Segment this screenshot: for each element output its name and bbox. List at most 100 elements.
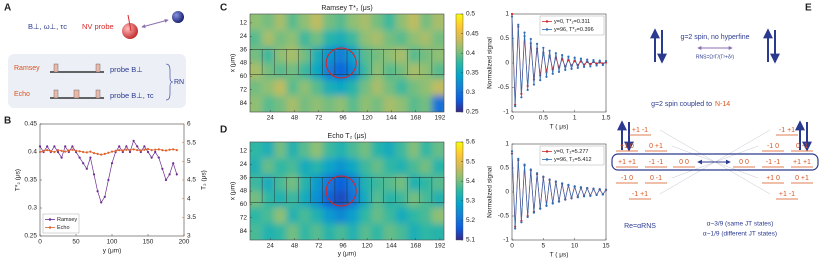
y2-tick-label: 3 (187, 233, 191, 240)
data-point (78, 150, 81, 153)
data-point (573, 185, 576, 188)
data-point (598, 59, 601, 62)
heat-cell (262, 223, 275, 240)
protocol-box (8, 54, 186, 108)
heat-cell (262, 79, 275, 97)
data-point (85, 151, 88, 154)
data-point (74, 149, 78, 152)
heat-cell (419, 46, 433, 64)
legend-box (539, 145, 605, 166)
heat-cell (250, 46, 263, 64)
y-tick-label: -0.5 (498, 213, 510, 220)
spin-sphere (172, 11, 184, 23)
heat-cell (359, 207, 372, 225)
data-point (595, 64, 598, 67)
x-tick-label: 1 (573, 115, 577, 122)
data-point (168, 173, 171, 176)
heat-cell (274, 30, 287, 48)
heat-cell (334, 46, 348, 64)
data-point (604, 59, 608, 63)
state-label: 0 0 (679, 159, 689, 166)
data-point (107, 178, 110, 182)
heat-cell (274, 223, 287, 240)
heat-cell (407, 79, 421, 97)
data-point (542, 46, 545, 49)
heat-cell (334, 95, 348, 112)
data-point (157, 148, 160, 151)
heat-cell (286, 30, 299, 48)
e-mid-title: g=2 spin coupled to (651, 101, 712, 108)
data-point (510, 150, 514, 153)
heat-cell (334, 30, 348, 48)
heat-cell (298, 191, 312, 208)
data-point (535, 42, 539, 45)
heat-cell (371, 174, 384, 192)
heat-cell (334, 79, 348, 97)
y-axis-label: Normalized signal (487, 37, 494, 89)
legend-marker (545, 28, 549, 31)
data-point (523, 163, 526, 166)
colorbar-tick-label: 0.45 (466, 30, 479, 37)
y-tick-label: 84 (240, 100, 248, 107)
heat-cell (298, 207, 312, 225)
heat-cell (322, 223, 336, 240)
state-label: 0 -1 (650, 175, 662, 182)
heat-cell (262, 46, 275, 64)
data-point (42, 149, 45, 152)
y-tick-label: 0.45 (24, 121, 37, 128)
y-tick-label: 0.4 (28, 149, 37, 156)
heat-cell (262, 30, 275, 48)
state-label: 0 -1 (796, 143, 808, 150)
heat-cell (298, 14, 312, 31)
data-point (125, 148, 128, 151)
y2-tick-label: 3.5 (187, 214, 196, 221)
data-point (157, 156, 160, 159)
y-tick-label: 24 (240, 161, 248, 168)
data-point (592, 58, 595, 62)
heat-cell (310, 142, 324, 159)
heat-cell (310, 223, 324, 240)
legend-marker (48, 218, 52, 221)
x-tick-label: 200 (179, 239, 190, 246)
data-point (110, 150, 114, 153)
data-point (53, 150, 56, 154)
heat-cell (359, 30, 372, 48)
heat-cell (383, 14, 396, 31)
data-point (586, 58, 589, 61)
y2-axis-label: T₂ (μs) (201, 170, 208, 190)
heat-cell (322, 30, 336, 48)
heat-cell (322, 95, 336, 112)
heat-cell (407, 191, 421, 208)
data-point (557, 200, 561, 203)
data-point (103, 195, 106, 198)
y-tick-label: 0.5 (500, 35, 509, 42)
highlight-circle (325, 175, 357, 207)
heat-cell (286, 95, 299, 112)
heat-cell (407, 63, 421, 80)
data-point (128, 149, 132, 152)
data-point (598, 188, 601, 191)
y-tick-label: 0.5 (500, 165, 509, 172)
heat-cell (286, 142, 299, 159)
chart-title: Echo T₂ (μs) (328, 133, 367, 140)
heat-cell (334, 158, 348, 176)
heat-cell (371, 142, 384, 159)
data-point (601, 193, 604, 196)
data-point (125, 145, 128, 148)
y-tick-label: 84 (240, 228, 248, 235)
data-point (161, 149, 164, 152)
heat-cell (250, 79, 263, 97)
data-point (175, 173, 178, 176)
panel-a: B⊥, ω⊥, τc NV probe Ramsey Echo probe B⊥… (8, 11, 186, 108)
data-point (46, 149, 49, 152)
heat-cell (322, 158, 336, 176)
heat-cell (359, 223, 372, 240)
data-point (100, 153, 103, 156)
data-point (92, 152, 96, 155)
heat-cell (371, 79, 384, 97)
state-label: +1 +1 (793, 159, 811, 166)
colorbar (455, 141, 464, 241)
y-tick-label: 0.25 (24, 233, 37, 240)
x-tick-label: 168 (410, 115, 421, 122)
